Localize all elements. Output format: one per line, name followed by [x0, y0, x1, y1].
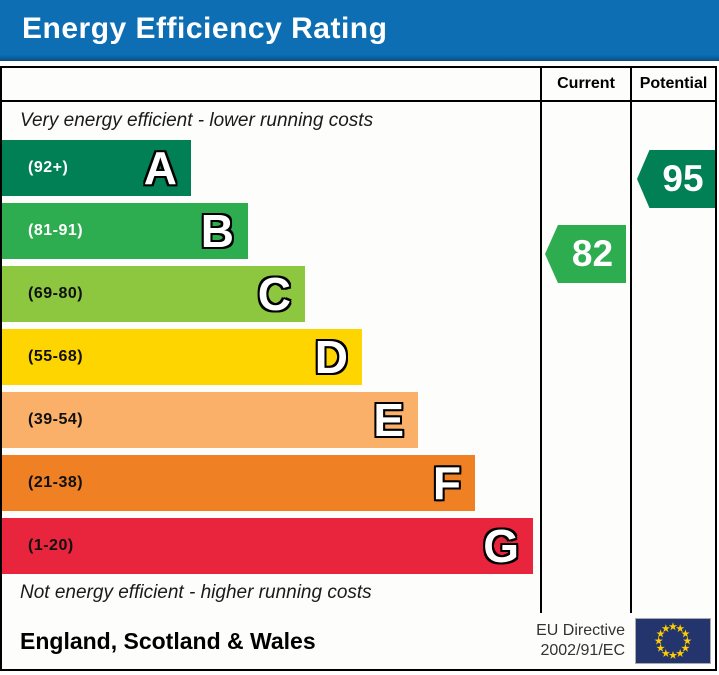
band-range-label: (1-20)	[28, 537, 74, 554]
current-rating-value: 82	[571, 233, 614, 274]
band-range-label: (81-91)	[28, 222, 84, 239]
page-title: Energy Efficiency Rating	[22, 12, 388, 45]
title-bar: Energy Efficiency Rating	[0, 0, 719, 61]
band-range-label: (21-38)	[28, 474, 84, 491]
rating-band: (55-68) D	[2, 329, 362, 385]
bottom-note: Not energy efficient - higher running co…	[20, 582, 372, 603]
band-letter: G	[483, 520, 519, 572]
potential-rating-arrow: 95	[637, 150, 715, 208]
epc-chart-frame: Current Potential Very energy efficient …	[0, 66, 717, 617]
eu-directive-label: EU Directive 2002/91/EC	[536, 621, 625, 661]
footer-bar: England, Scotland & Wales EU Directive 2…	[0, 613, 717, 671]
rating-band: (69-80) C	[2, 266, 305, 322]
potential-column-header: Potential	[639, 75, 708, 92]
eu-directive-line1: EU Directive	[536, 622, 625, 639]
band-range-label: (39-54)	[28, 411, 84, 428]
header-divider	[2, 100, 715, 102]
eu-flag-icon	[635, 618, 711, 664]
band-letter: A	[143, 142, 177, 194]
rating-band: (1-20) G	[2, 518, 533, 574]
rating-band: (39-54) E	[2, 392, 418, 448]
band-letter: E	[373, 394, 404, 446]
eu-directive-line2: 2002/91/EC	[540, 642, 625, 659]
rating-band: (92+) A	[2, 140, 191, 196]
column-divider-current	[540, 68, 542, 615]
region-label: England, Scotland & Wales	[20, 627, 316, 654]
rating-band: (21-38) F	[2, 455, 475, 511]
band-letter: D	[314, 331, 348, 383]
potential-rating-value: 95	[662, 158, 704, 199]
band-letter: F	[432, 457, 461, 509]
band-range-label: (92+)	[28, 159, 69, 176]
column-divider-potential	[630, 68, 632, 615]
band-letter: C	[257, 268, 291, 320]
current-rating-arrow: 82	[545, 225, 626, 283]
current-column-header: Current	[557, 75, 615, 92]
band-range-label: (69-80)	[28, 285, 84, 302]
rating-band: (81-91) B	[2, 203, 248, 259]
band-letter: B	[200, 205, 234, 257]
band-range-label: (55-68)	[28, 348, 84, 365]
top-note: Very energy efficient - lower running co…	[20, 110, 374, 131]
